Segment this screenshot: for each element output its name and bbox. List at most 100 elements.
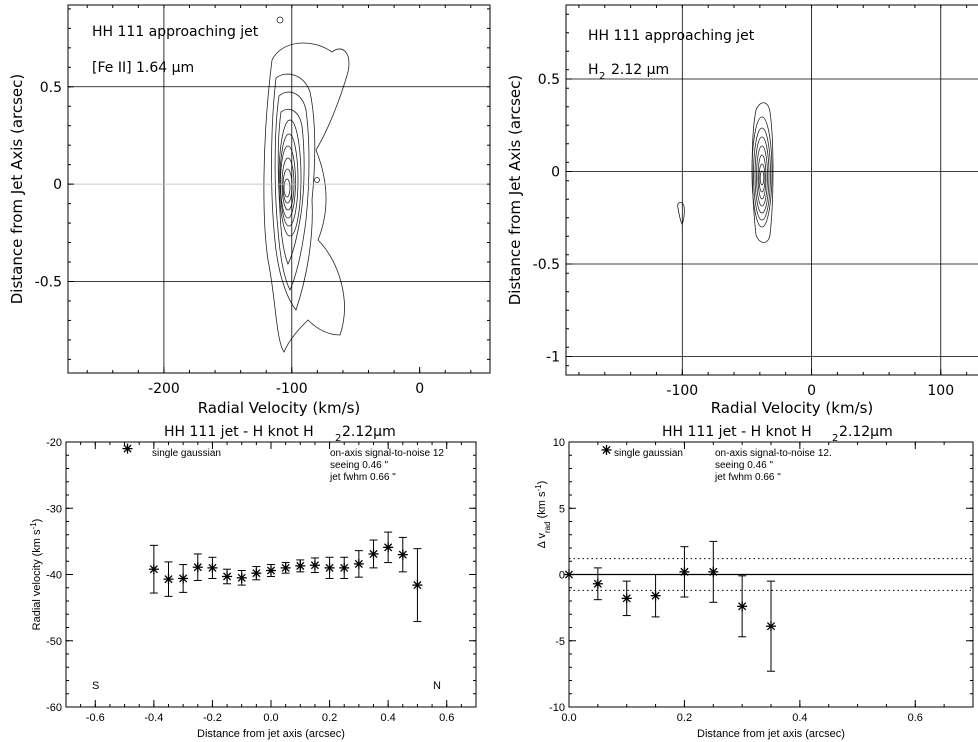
- y-tick-label: 0.5: [538, 72, 560, 88]
- data-point: [280, 562, 291, 574]
- data-marker: [592, 578, 603, 589]
- data-marker: [148, 564, 159, 575]
- x-tick-label: 0.2: [322, 712, 337, 724]
- info-line: on-axis signal-to-noise 12.: [715, 448, 832, 459]
- x-tick-label: -100: [666, 383, 698, 399]
- y-axis-title: Radial velocity (km s-1): [29, 519, 44, 631]
- marker-stroke: [223, 572, 232, 581]
- info-line: jet fwhm 0.66 ": [714, 472, 781, 483]
- contour-5: [756, 145, 768, 207]
- data-point: [163, 561, 174, 597]
- x-tick-label: 0.0: [263, 712, 278, 724]
- data-point: [148, 544, 159, 594]
- marker-stroke: [384, 543, 393, 552]
- marker-stroke: [164, 575, 173, 584]
- data-point: [207, 556, 218, 579]
- panel-h2-contour: -100 0 100 0.5 0 -0.5 -1 Radial Velocity (km/s)…: [506, 4, 978, 417]
- data-point: [564, 569, 574, 580]
- x-tick-label: 0.6: [439, 712, 454, 724]
- marker-stroke: [252, 569, 261, 578]
- marker-stroke: [193, 563, 202, 572]
- x-axis-title: Distance from jet axis (arcsec): [197, 728, 345, 740]
- data-point: [650, 574, 661, 618]
- data-marker: [397, 549, 408, 560]
- data-marker: [309, 560, 320, 571]
- data-point: [178, 564, 189, 593]
- x-axis-title: Radial Velocity (km/s): [711, 399, 874, 417]
- y-tick-label: 0: [551, 165, 560, 181]
- x-tick-label: 100: [927, 383, 954, 399]
- marker-stroke: [738, 602, 747, 611]
- data-point: [222, 568, 233, 585]
- data-point: [324, 556, 335, 579]
- x-tick-label: 0: [415, 381, 424, 397]
- marker-stroke: [369, 549, 378, 559]
- contour-small-blob: [314, 177, 320, 183]
- contour-outer: [263, 42, 350, 353]
- data-point: [339, 556, 350, 579]
- x-tick-label: 0.6: [908, 712, 923, 724]
- data-marker: [236, 572, 247, 583]
- y-tick-label: 10: [553, 437, 565, 449]
- data-point: [737, 575, 748, 638]
- x-axis-title: Radial Velocity (km/s): [198, 399, 361, 417]
- y-axis-title-main: Δ v: [536, 533, 548, 549]
- legend-marker: [601, 444, 612, 455]
- x-tick-label: 0.4: [380, 712, 395, 724]
- marker-stroke: [123, 444, 132, 453]
- marker-stroke: [325, 563, 334, 572]
- data-point: [236, 570, 247, 586]
- data-point: [295, 559, 306, 573]
- x-axis-title: Distance from jet axis (arcsec): [697, 728, 845, 740]
- data-marker: [339, 562, 350, 573]
- corner-label-n: N: [433, 680, 441, 692]
- legend-label: single gaussian: [614, 448, 683, 459]
- data-point: [266, 564, 276, 577]
- data-marker: [163, 574, 174, 585]
- data-marker: [708, 566, 719, 577]
- marker-stroke: [413, 581, 422, 590]
- y-axis-title: Distance from Jet Axis (arcsec): [8, 74, 26, 305]
- data-marker: [383, 542, 394, 553]
- y-axis-title-subscript: rad: [543, 521, 552, 533]
- y-tick-label: -0.5: [533, 257, 560, 273]
- y-tick-label: -60: [46, 702, 62, 714]
- panel-radial-velocity: -0.6 -0.4 -0.2 0.0 0.2 0.4 0.6 -60 -50 -40 -30 -20 H…: [29, 424, 477, 740]
- contour-3: [753, 127, 771, 221]
- data-point: [383, 531, 394, 564]
- data-marker: [650, 590, 661, 601]
- chart-title-subscript: 2: [335, 433, 341, 444]
- chart-title: HH 111 jet - H knot H: [164, 424, 314, 440]
- marker-stroke: [179, 574, 188, 583]
- contour-10: [283, 178, 291, 198]
- data-point: [309, 557, 320, 574]
- y-axis-title-mid: (km s: [536, 491, 548, 521]
- data-marker: [621, 593, 632, 604]
- contour-6: [757, 154, 767, 200]
- contour-2: [751, 116, 773, 228]
- marker-stroke: [281, 563, 290, 572]
- marker-stroke: [398, 550, 407, 559]
- contour-4: [754, 136, 770, 214]
- contour-7: [758, 163, 766, 193]
- y-tick-label: -0.5: [35, 274, 62, 290]
- plot-frame: [565, 4, 978, 376]
- panel-fe-contour: -200 -100 0 0.5 0 -0.5 Radial Velocity (km/s) D…: [8, 4, 491, 417]
- legend-marker: [122, 443, 133, 454]
- marker-stroke: [296, 561, 305, 570]
- data-marker: [178, 573, 189, 584]
- info-line: seeing 0.46 ": [330, 460, 388, 471]
- marker-stroke: [354, 559, 363, 568]
- marker-stroke: [680, 567, 689, 576]
- x-tick-label: 0.4: [792, 712, 807, 724]
- data-point: [397, 536, 408, 573]
- y-tick-label: -30: [46, 503, 62, 515]
- data-marker: [324, 562, 335, 573]
- marker-stroke: [149, 565, 158, 574]
- x-tick-label: 0.0: [561, 712, 576, 724]
- x-tick-label: 0: [807, 383, 816, 399]
- data-marker: [266, 565, 276, 576]
- x-tick-label: -200: [148, 381, 180, 397]
- data-point: [621, 580, 632, 617]
- contour-8: [759, 170, 765, 186]
